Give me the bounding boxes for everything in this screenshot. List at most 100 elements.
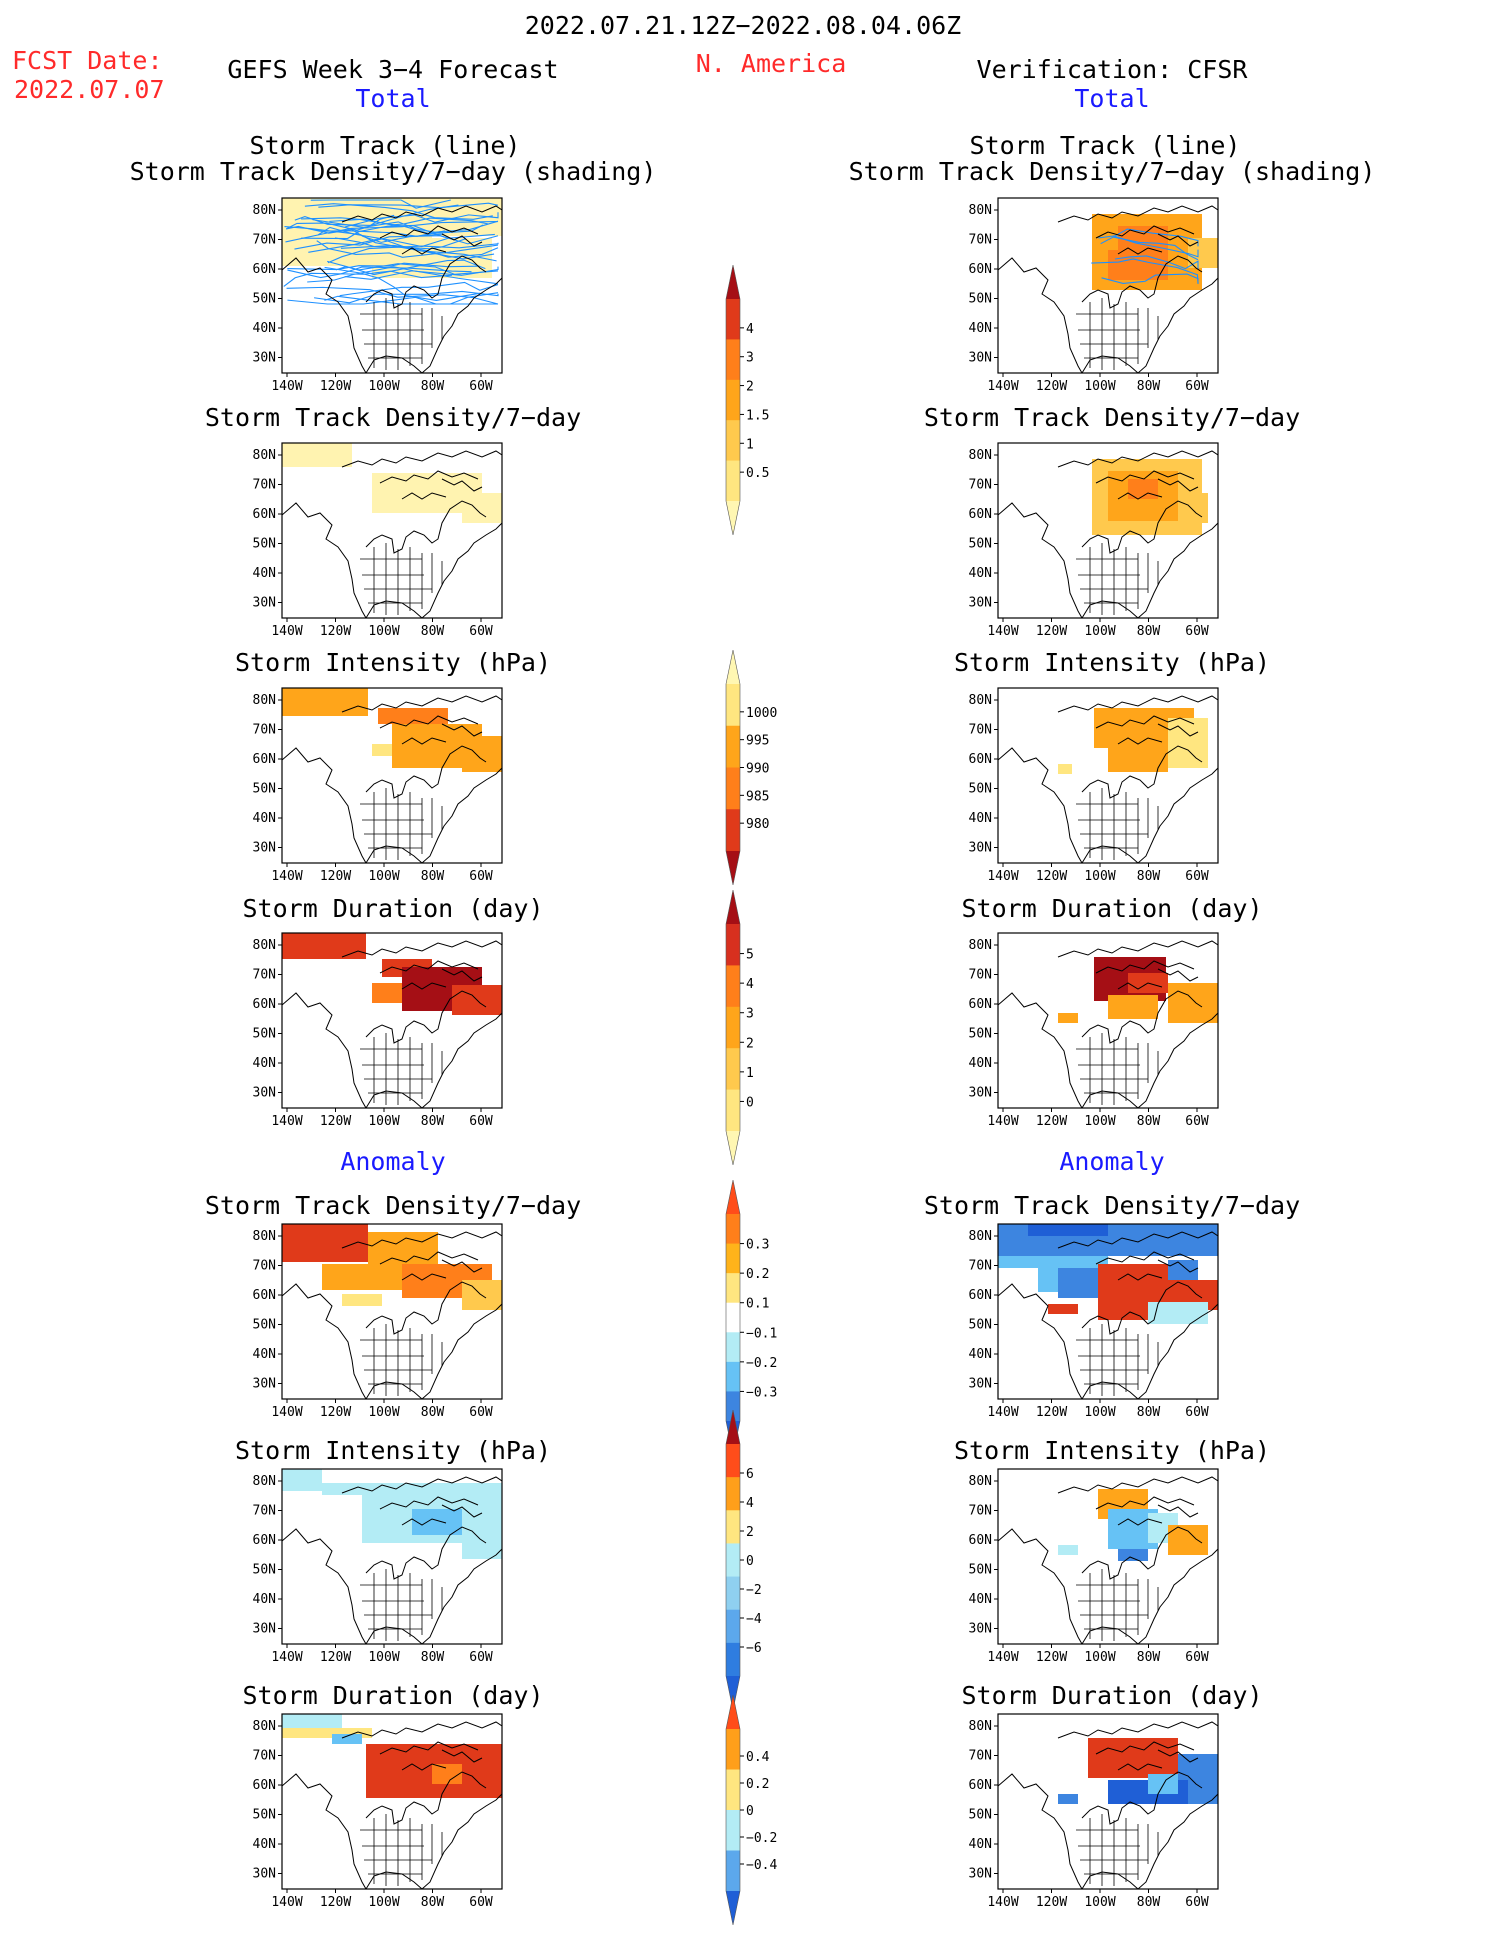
shaded-cell — [1058, 764, 1072, 774]
lon-tick-label: 60W — [1185, 1405, 1209, 1420]
lat-tick-label: 60N — [969, 1288, 992, 1303]
lat-tick-label: 50N — [253, 1027, 276, 1042]
lat-tick-label: 50N — [253, 1563, 276, 1578]
lat-tick-label: 70N — [253, 968, 276, 983]
lon-tick-label: 100W — [368, 379, 399, 394]
shaded-cell — [1168, 718, 1208, 768]
shaded-cell — [1028, 1224, 1108, 1236]
colorbar-segment — [726, 1391, 740, 1422]
colorbar-segment — [726, 1477, 740, 1511]
map-frame — [281, 687, 503, 864]
lon-tick-label: 120W — [320, 1114, 351, 1129]
colorbar-tick-label: 995 — [746, 734, 769, 749]
lon-tick-label: 80W — [1137, 869, 1161, 884]
colorbar-tick-label: −0.1 — [746, 1326, 777, 1341]
lon-tick-label: 60W — [1185, 624, 1209, 639]
shaded-cell — [372, 983, 402, 1003]
lat-tick-label: 80N — [253, 1474, 276, 1489]
lon-tick-label: 80W — [421, 624, 445, 639]
coastlines — [282, 450, 502, 618]
lat-tick-label: 70N — [253, 233, 276, 248]
colorbar-segment — [726, 809, 740, 852]
shaded-cell — [342, 1294, 382, 1306]
lon-tick-label: 140W — [987, 869, 1018, 884]
colorbar-tick-label: −2 — [746, 1583, 762, 1598]
shaded-cell — [1168, 1525, 1208, 1555]
right-total-label: Total — [1074, 84, 1150, 113]
lat-tick-label: 60N — [253, 997, 276, 1012]
lat-tick-label: 40N — [253, 1837, 276, 1852]
lat-tick-label: 70N — [253, 1749, 276, 1764]
colorbar-tick-label: 0.2 — [746, 1777, 769, 1792]
lat-tick-label: 60N — [253, 1533, 276, 1548]
colorbar-tick-label: 2 — [746, 1036, 754, 1051]
coastlines — [998, 450, 1218, 618]
lon-tick-label: 140W — [987, 624, 1018, 639]
lat-tick-label: 80N — [969, 1474, 992, 1489]
lon-tick-label: 120W — [320, 624, 351, 639]
lat-tick-label: 50N — [253, 782, 276, 797]
state-borders — [360, 1324, 443, 1396]
colorbar-segment — [726, 1332, 740, 1363]
colorbar-tick-label: −6 — [746, 1641, 762, 1656]
lat-tick-label: 30N — [253, 841, 276, 856]
lon-tick-label: 140W — [987, 1405, 1018, 1420]
right-panel-1-title-line2: Storm Track Density/7−day (shading) — [848, 157, 1376, 186]
lat-tick-label: 30N — [253, 1086, 276, 1101]
map-frame — [281, 197, 503, 374]
colorbar-segment — [726, 1006, 740, 1049]
colorbar-tick-label: 0 — [746, 1554, 754, 1569]
lon-tick-label: 60W — [1185, 379, 1209, 394]
colorbar-segment — [726, 1543, 740, 1578]
lat-tick-label: 70N — [969, 1504, 992, 1519]
colorbar-tick-label: 2 — [746, 1525, 754, 1540]
lon-tick-label: 80W — [421, 869, 445, 884]
lon-tick-label: 80W — [421, 1114, 445, 1129]
right-map-panel-1: 80N 70N 60N 50N 40N 30N 140W 120W 100W 80W 60W — [946, 196, 1306, 411]
lat-tick-label: 50N — [969, 292, 992, 307]
colorbar-tick-label: 0.5 — [746, 466, 769, 481]
lon-tick-label: 80W — [421, 379, 445, 394]
lat-tick-label: 30N — [969, 596, 992, 611]
coastlines — [282, 695, 502, 863]
shaded-cell — [282, 933, 366, 959]
colorbar-segment — [726, 460, 740, 502]
coastlines — [998, 695, 1218, 863]
shaded-cell — [368, 1232, 438, 1268]
colorbar-top-arrow — [726, 1695, 740, 1729]
lon-tick-label: 140W — [987, 379, 1018, 394]
lat-tick-label: 80N — [253, 938, 276, 953]
lon-tick-label: 60W — [1185, 1114, 1209, 1129]
region-title: N. America — [695, 49, 847, 78]
left-map-panel-5: 80N 70N 60N 50N 40N 30N 140W 120W 100W 80W 60W — [230, 1222, 590, 1437]
colorbar-tick-label: 4 — [746, 322, 754, 337]
colorbar-tick-label: 0.1 — [746, 1297, 769, 1312]
storm-track-line — [1100, 236, 1199, 261]
lon-tick-label: 120W — [1036, 1650, 1067, 1665]
coastlines — [998, 1231, 1218, 1399]
lat-tick-label: 80N — [253, 693, 276, 708]
lat-tick-label: 50N — [253, 1808, 276, 1823]
lat-tick-label: 60N — [969, 1778, 992, 1793]
lat-tick-label: 40N — [969, 1056, 992, 1071]
shaded-cell — [1108, 995, 1158, 1019]
state-borders — [360, 1814, 443, 1886]
state-borders — [1076, 1033, 1159, 1105]
left-map-panel-3: 80N 70N 60N 50N 40N 30N 140W 120W 100W 80W 60W — [230, 686, 590, 901]
lat-tick-label: 70N — [253, 723, 276, 738]
map-frame — [281, 932, 503, 1109]
colorbar-tick-label: 3 — [746, 351, 754, 366]
colorbar-tick-label: 3 — [746, 1007, 754, 1022]
colorbar-tick-label: −0.2 — [746, 1831, 777, 1846]
colorbar-tick-label: −0.4 — [746, 1858, 777, 1873]
map-frame — [281, 1468, 503, 1645]
colorbar-segment — [726, 1609, 740, 1644]
storm-track-line — [310, 199, 451, 209]
colorbar-top-arrow — [726, 1180, 740, 1214]
lon-tick-label: 80W — [421, 1650, 445, 1665]
storm-track-line — [314, 290, 499, 304]
storm-track-line — [304, 203, 493, 220]
left-panel-7-title: Storm Duration (day) — [242, 1681, 544, 1710]
colorbar-tick-label: 1 — [746, 1066, 754, 1081]
right-map-panel-6: 80N 70N 60N 50N 40N 30N 140W 120W 100W 80W 60W — [946, 1467, 1306, 1682]
